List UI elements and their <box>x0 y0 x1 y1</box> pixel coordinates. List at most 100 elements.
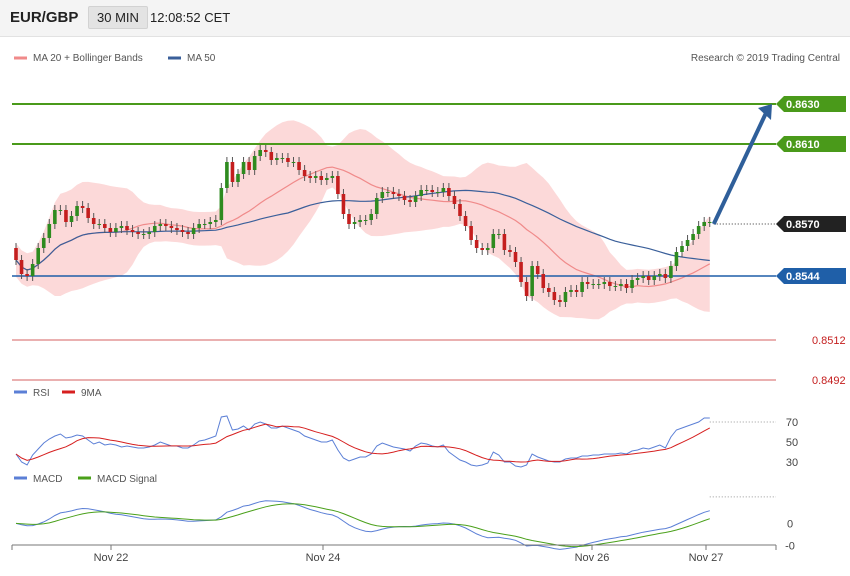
candle-body <box>613 286 618 287</box>
candle-body <box>58 210 63 211</box>
bollinger-band <box>16 120 710 320</box>
candle-body <box>141 234 146 235</box>
candle-body <box>158 224 163 226</box>
macd-panel: 0 -0 <box>15 496 795 553</box>
candle-body <box>619 284 623 286</box>
candle-body <box>41 238 46 248</box>
time-axis: Nov 22 Nov 24 Nov 26 Nov 27 <box>11 544 777 564</box>
candle-body <box>80 206 85 208</box>
candle-body <box>53 210 57 224</box>
candle-body <box>308 176 312 178</box>
candle-body <box>69 216 74 222</box>
candle-body <box>214 220 218 222</box>
candle-body <box>325 178 329 180</box>
candle-body <box>30 264 35 276</box>
candle-body <box>119 226 124 228</box>
level-tag-resistance <box>776 136 846 152</box>
candle-body <box>547 288 551 292</box>
level-tag-last <box>776 216 846 232</box>
x-tick-label: Nov 22 <box>94 552 129 564</box>
candle-body <box>552 292 557 300</box>
candle-body <box>202 224 207 225</box>
candle-body <box>519 262 523 282</box>
rsi-panel: 30 50 70 <box>15 415 798 469</box>
candle-body <box>263 150 268 152</box>
rsi-ma-line <box>15 423 711 463</box>
symbol-label[interactable]: EUR/GBP <box>10 9 79 26</box>
candle-body <box>108 228 113 232</box>
copyright-label: Research © 2019 Trading Central <box>691 53 840 64</box>
x-tick-label: Nov 27 <box>689 552 724 564</box>
legend-ma20-label: MA 20 + Bollinger Bands <box>33 53 143 64</box>
x-tick-label: Nov 24 <box>306 552 341 564</box>
candle-body <box>103 224 107 228</box>
candle-body <box>691 234 695 240</box>
candle-body <box>374 198 379 214</box>
level-label-support: 0.8492 <box>812 375 846 387</box>
candle-body <box>175 228 179 230</box>
chart-header: EUR/GBP 30 MIN 12:08:52 CET <box>0 0 850 37</box>
candle-body <box>408 200 412 202</box>
candle-body <box>297 162 301 170</box>
candle-body <box>658 274 662 276</box>
x-tick-label: Nov 26 <box>575 552 610 564</box>
candle-body <box>397 194 401 196</box>
candle-body <box>286 158 290 162</box>
candle-body <box>624 284 629 288</box>
candle-body <box>219 188 224 220</box>
candle-body <box>352 222 357 224</box>
candle-body <box>225 162 229 188</box>
candle-body <box>663 274 668 278</box>
candle-body <box>480 248 484 250</box>
candle-body <box>702 222 706 226</box>
candle-body <box>685 240 690 246</box>
legend-rsi-label: RSI <box>33 388 50 399</box>
rsi-line <box>15 415 710 468</box>
candle-body <box>369 214 373 220</box>
candle-body <box>319 176 324 180</box>
candle-body <box>25 274 29 276</box>
candle-body <box>574 290 579 292</box>
candle-body <box>302 170 307 176</box>
candle-body <box>236 174 240 182</box>
legend-ma50-label: MA 50 <box>187 53 216 64</box>
candle-body <box>247 162 251 170</box>
candle-body <box>358 220 362 222</box>
clock-label: 12:08:52 CET <box>150 10 231 25</box>
level-label-resistance: 0.8630 <box>786 99 820 111</box>
candle-body <box>136 232 140 234</box>
candle-body <box>563 292 568 302</box>
candle-body <box>535 266 540 274</box>
legend-macd-label: MACD <box>33 474 62 485</box>
timeframe-button[interactable]: 30 MIN <box>88 6 148 29</box>
candle-body <box>19 260 24 274</box>
candle-body <box>14 248 18 260</box>
candle-body <box>580 282 584 292</box>
candle-body <box>252 156 257 170</box>
candle-body <box>391 192 396 194</box>
forecast-arrow-head <box>758 104 772 120</box>
candle-body <box>652 276 657 280</box>
candle-body <box>463 216 468 226</box>
candle-body <box>497 234 501 235</box>
candle-body <box>530 266 534 296</box>
candle-body <box>474 240 479 248</box>
candle-body <box>674 252 679 266</box>
candle-body <box>97 224 102 225</box>
candle-body <box>502 234 507 250</box>
candle-body <box>291 162 296 163</box>
candle-body <box>558 300 562 302</box>
candle-body <box>191 228 196 234</box>
candle-body <box>608 282 612 286</box>
candle-body <box>341 194 346 214</box>
candle-body <box>313 176 318 178</box>
level-label-support: 0.8512 <box>812 335 846 347</box>
candle-body <box>436 192 440 193</box>
candle-body <box>641 276 645 278</box>
rsi-tick-label: 70 <box>786 417 798 429</box>
candle-body <box>347 214 351 224</box>
candle-body <box>47 224 52 238</box>
level-tag-pivot <box>776 268 846 284</box>
candle-body <box>152 226 157 232</box>
candle-body <box>430 190 435 192</box>
